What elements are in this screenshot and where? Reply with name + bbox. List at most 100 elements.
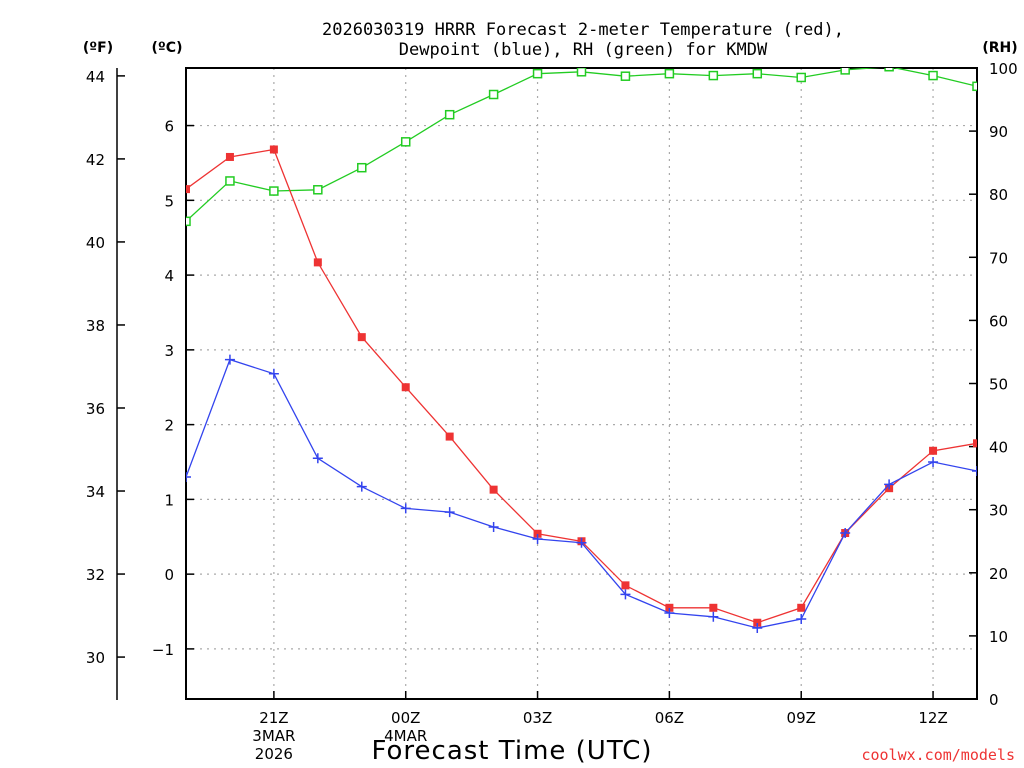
dewpoint-point [444,507,455,518]
dewpoint-point [268,368,279,379]
celsius-tick-label: 2 [164,417,174,435]
temperature-point [797,603,806,612]
rh-point [225,176,235,186]
dewpoint-series-line [186,358,977,629]
x-tick-label: 12Z [918,709,947,727]
dewpoint-point [356,481,367,492]
fahrenheit-tick-label: 40 [86,234,105,252]
x-axis-title: Forecast Time (UTC) [371,736,652,766]
rh-point [840,68,850,75]
x-tick-label: 00Z [391,709,420,727]
x-tick-label: 4MAR [384,727,427,745]
rh-point [972,81,977,92]
chart-title-line-2: Dewpoint (blue), RH (green) for KMDW [399,40,768,60]
celsius-tick-label: 3 [164,342,174,360]
dewpoint-point [708,611,719,622]
rh-tick-label: 40 [989,439,1008,457]
rh-point [400,137,411,147]
fahrenheit-tick-label: 32 [86,566,105,584]
dewpoint-point [312,453,323,464]
fahrenheit-tick-label: 30 [86,649,105,667]
rh-tick-label: 60 [989,312,1008,330]
dewpoint-point [224,354,235,365]
dewpoint-point [752,622,763,633]
temperature-point [445,432,454,441]
x-tick-label: 3MAR [252,727,295,745]
dewpoint-point [186,471,191,482]
chart-title-line-1: 2026030319 HRRR Forecast 2-meter Tempera… [322,20,844,40]
dewpoint-point [620,589,631,600]
temperature-series-line [186,148,977,624]
celsius-tick-label: 6 [164,118,174,136]
rh-point [269,186,279,196]
dewpoint-point [972,465,977,476]
temperature-point [621,581,630,590]
temperature-point [186,185,190,194]
fahrenheit-tick-label: 34 [86,483,105,501]
rh-tick-label: 50 [989,376,1008,394]
rh-point [796,72,806,83]
credit-text: coolwx.com/models [861,746,1015,764]
celsius-tick-label: −1 [152,641,174,659]
fahrenheit-tick-label: 38 [86,317,105,335]
fahrenheit-tick-label: 42 [86,151,105,169]
temperature-point [489,485,498,494]
rh-point [620,71,631,81]
fahrenheit-tick-label: 44 [86,68,105,86]
celsius-tick-label: 1 [164,491,174,509]
rh-point [708,70,719,81]
rh-point [928,70,938,81]
temperature-point [753,618,762,627]
rh-tick-label: 10 [989,628,1008,646]
celsius-unit-label: (ºC) [152,40,183,56]
rh-point [532,68,543,79]
x-tick-label: 2026 [255,745,293,763]
rh-unit-label: (RH) [982,40,1017,56]
dewpoint-point [400,503,411,514]
rh-point [186,216,191,227]
rh-tick-label: 90 [989,123,1008,141]
dewpoint-point [532,534,543,545]
rh-point [884,68,894,72]
celsius-tick-label: 0 [164,566,174,584]
temperature-point [269,145,278,154]
rh-point [752,68,763,79]
temperature-point [929,446,938,455]
rh-point [444,109,455,120]
rh-tick-label: 100 [989,60,1018,78]
dewpoint-point [576,537,587,548]
x-tick-label: 06Z [655,709,684,727]
dewpoint-point [488,522,499,533]
temperature-point [709,603,718,612]
series-layer [186,68,977,633]
fahrenheit-tick-label: 36 [86,400,105,418]
dewpoint-point [664,608,675,619]
temperature-point [533,529,542,538]
temperature-point [973,439,977,448]
temperature-point [401,383,410,392]
temperature-point [665,603,674,612]
grid-layer [186,68,977,699]
rh-tick-label: 20 [989,565,1008,583]
celsius-tick-label: 5 [164,192,174,210]
rh-point [664,68,675,79]
dewpoint-point [884,479,895,490]
rh-point [357,162,367,173]
temperature-point [313,258,322,267]
x-tick-label: 09Z [787,709,816,727]
rh-point [488,89,499,100]
temperature-point [357,333,366,342]
x-tick-label: 21Z [259,709,288,727]
rh-tick-label: 80 [989,186,1008,204]
rh-tick-label: 70 [989,249,1008,267]
rh-tick-label: 30 [989,502,1008,520]
rh-series-line [186,68,977,222]
rh-point [313,185,323,195]
dewpoint-point [840,528,851,539]
plot-frame [185,67,978,700]
rh-point [576,68,587,77]
rh-tick-label: 0 [989,691,999,709]
celsius-tick-label: 4 [164,267,174,285]
